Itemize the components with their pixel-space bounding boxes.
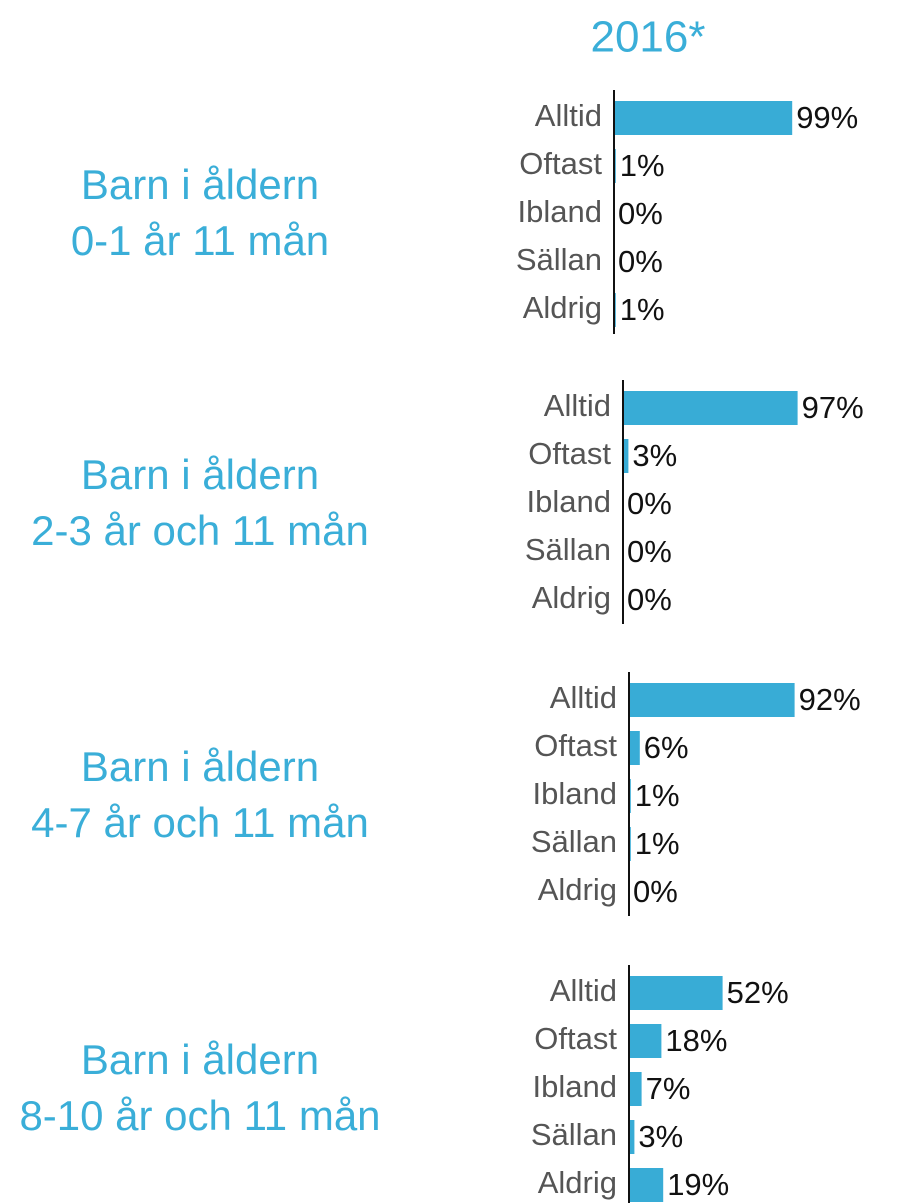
bar: [624, 439, 629, 473]
category-label: Ibland: [527, 484, 611, 519]
category-label: Oftast: [519, 146, 602, 181]
value-label: 0%: [627, 582, 672, 617]
bar: [630, 1168, 664, 1202]
value-label: 1%: [620, 148, 665, 183]
bar: [630, 683, 795, 717]
group-subtitle: 0-1 år 11 mån: [71, 217, 329, 264]
bar: [615, 101, 793, 135]
value-label: 1%: [635, 826, 680, 861]
group-title: Barn i åldern: [81, 743, 319, 790]
category-label: Aldrig: [532, 580, 611, 615]
value-label: 92%: [799, 682, 861, 717]
category-label: Sällan: [531, 1117, 617, 1152]
value-label: 52%: [727, 975, 789, 1010]
bar: [615, 149, 616, 183]
value-label: 99%: [796, 100, 858, 135]
category-label: Ibland: [533, 776, 617, 811]
category-label: Sällan: [525, 532, 611, 567]
value-label: 1%: [635, 778, 680, 813]
value-label: 1%: [620, 292, 665, 327]
bar: [615, 293, 616, 327]
bar: [624, 391, 798, 425]
bar: [630, 1072, 642, 1106]
category-label: Oftast: [534, 728, 617, 763]
category-label: Oftast: [534, 1021, 617, 1056]
bar: [630, 976, 723, 1010]
group-subtitle: 2-3 år och 11 mån: [31, 507, 369, 554]
value-label: 19%: [667, 1167, 729, 1202]
category-label: Aldrig: [523, 290, 602, 325]
category-label: Sällan: [516, 242, 602, 277]
category-label: Alltid: [550, 680, 617, 715]
value-label: 0%: [627, 534, 672, 569]
group-title: Barn i åldern: [81, 451, 319, 498]
value-label: 7%: [646, 1071, 691, 1106]
group-title: Barn i åldern: [81, 161, 319, 208]
value-label: 0%: [618, 244, 663, 279]
bar: [630, 779, 631, 813]
chart-title: 2016*: [590, 13, 705, 62]
bar: [630, 731, 640, 765]
category-label: Sällan: [531, 824, 617, 859]
value-label: 3%: [638, 1119, 683, 1154]
value-label: 0%: [618, 196, 663, 231]
value-label: 97%: [802, 390, 864, 425]
bar: [630, 1120, 635, 1154]
group-subtitle: 4-7 år och 11 mån: [31, 799, 369, 846]
group-subtitle: 8-10 år och 11 mån: [19, 1092, 380, 1139]
value-label: 6%: [644, 730, 689, 765]
category-label: Alltid: [550, 973, 617, 1008]
category-label: Oftast: [528, 436, 611, 471]
category-label: Aldrig: [538, 872, 617, 907]
value-label: 18%: [665, 1023, 727, 1058]
category-label: Ibland: [533, 1069, 617, 1104]
value-label: 0%: [633, 874, 678, 909]
category-label: Aldrig: [538, 1165, 617, 1200]
group-title: Barn i åldern: [81, 1036, 319, 1083]
category-label: Alltid: [535, 98, 602, 133]
value-label: 0%: [627, 486, 672, 521]
value-label: 3%: [632, 438, 677, 473]
bar: [630, 1024, 662, 1058]
category-label: Alltid: [544, 388, 611, 423]
bar: [630, 827, 631, 861]
category-label: Ibland: [518, 194, 602, 229]
